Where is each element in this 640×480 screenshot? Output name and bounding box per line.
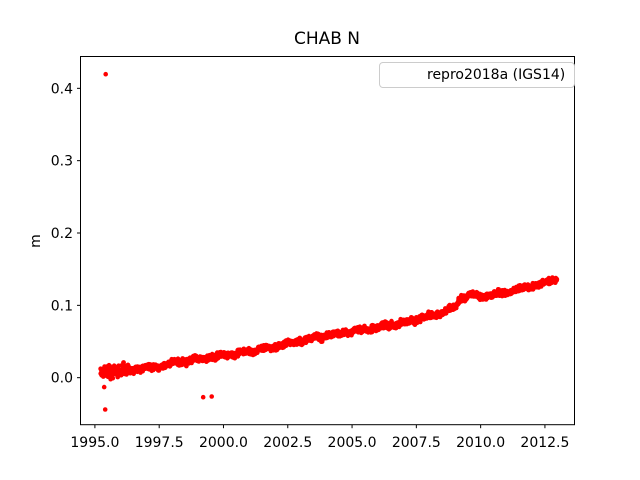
legend-marker-icon (398, 72, 405, 79)
x-tick-label: 2000.0 (199, 435, 248, 451)
legend-label: repro2018a (IGS14) (427, 67, 566, 83)
data-point (102, 407, 108, 412)
legend: repro2018a (IGS14) (379, 62, 576, 88)
data-point (554, 277, 560, 282)
data-point (103, 71, 108, 77)
data-point (200, 394, 206, 400)
y-axis-label: m (28, 234, 44, 248)
y-tick-label: 0.3 (51, 154, 73, 170)
x-tick-label: 1997.5 (135, 435, 184, 451)
x-tick-label: 2007.5 (392, 435, 441, 451)
data-point (110, 375, 116, 381)
y-tick-label: 0.4 (51, 81, 73, 97)
chart-title: CHAB N (293, 29, 361, 49)
x-tick-label: 2010.0 (456, 435, 505, 451)
data-point (121, 360, 126, 365)
data-point (209, 394, 214, 399)
x-tick-label: 2012.5 (520, 435, 569, 451)
x-tick-label: 2005.0 (328, 435, 377, 451)
data-point (101, 384, 107, 390)
x-tick-label: 2002.5 (263, 435, 312, 451)
y-tick-label: 0.0 (51, 371, 73, 387)
y-tick-label: 0.2 (51, 226, 73, 242)
y-tick-label: 0.1 (51, 298, 73, 314)
x-tick-label: 1995.0 (70, 435, 119, 451)
axes-frame (80, 56, 575, 426)
